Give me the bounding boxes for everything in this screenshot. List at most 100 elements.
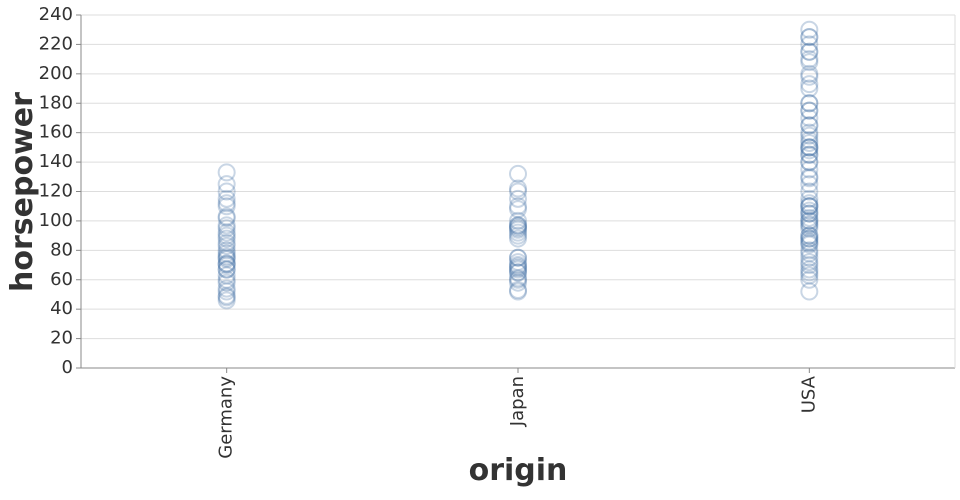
point — [217, 248, 236, 267]
point — [217, 241, 236, 260]
point — [800, 194, 819, 213]
point — [217, 189, 236, 208]
point — [800, 248, 819, 267]
point — [509, 282, 527, 301]
y-tick-label: 60 — [50, 269, 73, 290]
point — [800, 20, 819, 39]
point — [217, 291, 236, 310]
point — [217, 219, 236, 238]
point — [800, 42, 819, 61]
point — [217, 254, 236, 273]
point — [509, 216, 527, 235]
x-tick-label: USA — [798, 375, 819, 413]
point — [800, 208, 819, 227]
point — [800, 175, 819, 194]
point — [217, 163, 236, 182]
point — [800, 235, 819, 254]
point — [800, 53, 819, 72]
point — [509, 248, 527, 267]
point — [800, 141, 819, 160]
point — [217, 260, 236, 279]
point — [800, 256, 819, 275]
y-tick-label: 100 — [39, 210, 73, 231]
point — [217, 270, 236, 289]
point — [217, 233, 236, 252]
point — [217, 286, 236, 305]
point — [509, 220, 527, 239]
y-tick-label: 40 — [50, 298, 73, 319]
y-tick-label: 220 — [39, 33, 73, 54]
point — [800, 204, 819, 223]
point — [509, 223, 527, 242]
point — [800, 260, 819, 279]
point — [800, 64, 819, 83]
y-tick-label: 120 — [39, 181, 73, 202]
point — [800, 67, 819, 86]
y-tick-label: 180 — [39, 92, 73, 113]
point — [800, 263, 819, 282]
point — [217, 207, 236, 226]
point — [800, 197, 819, 216]
point — [509, 179, 527, 198]
point — [509, 270, 527, 289]
point — [800, 244, 819, 263]
y-tick-label: 160 — [39, 122, 73, 143]
point — [217, 223, 236, 242]
point — [217, 226, 236, 245]
point — [217, 197, 236, 216]
y-tick-label: 240 — [39, 4, 73, 25]
point — [800, 241, 819, 260]
point — [800, 270, 819, 289]
point — [509, 263, 527, 282]
point — [800, 101, 819, 120]
point — [217, 182, 236, 201]
point — [800, 153, 819, 172]
point — [509, 258, 527, 277]
point — [800, 145, 819, 164]
point — [217, 250, 236, 269]
point — [800, 266, 819, 285]
point — [800, 138, 819, 157]
point — [217, 279, 236, 298]
point — [217, 288, 236, 307]
point — [217, 229, 236, 248]
point — [217, 260, 236, 279]
point — [800, 108, 819, 127]
point — [217, 247, 236, 266]
point — [800, 182, 819, 201]
point — [217, 256, 236, 275]
point — [800, 28, 819, 47]
point — [800, 197, 819, 216]
point — [800, 138, 819, 157]
point — [800, 131, 819, 150]
point — [800, 201, 819, 220]
point — [800, 133, 819, 152]
point — [509, 273, 527, 292]
point — [217, 194, 236, 213]
point — [800, 232, 819, 251]
y-axis-title: horsepower — [5, 92, 40, 292]
y-tick-label: 20 — [50, 328, 73, 349]
point — [800, 50, 819, 69]
point — [509, 269, 527, 288]
point — [217, 208, 236, 227]
point — [509, 229, 527, 248]
point — [800, 197, 819, 216]
point — [800, 116, 819, 135]
point — [800, 75, 819, 94]
point — [509, 200, 527, 219]
point — [509, 253, 527, 272]
point — [800, 229, 819, 248]
x-tick-label: Germany — [216, 376, 237, 459]
point — [217, 244, 236, 263]
point — [509, 164, 527, 183]
point — [509, 211, 527, 230]
point — [800, 42, 819, 61]
point — [800, 169, 819, 188]
point — [800, 123, 819, 142]
point — [509, 281, 527, 300]
point — [800, 211, 819, 230]
point — [800, 219, 819, 238]
point — [800, 116, 819, 135]
point — [217, 216, 236, 235]
